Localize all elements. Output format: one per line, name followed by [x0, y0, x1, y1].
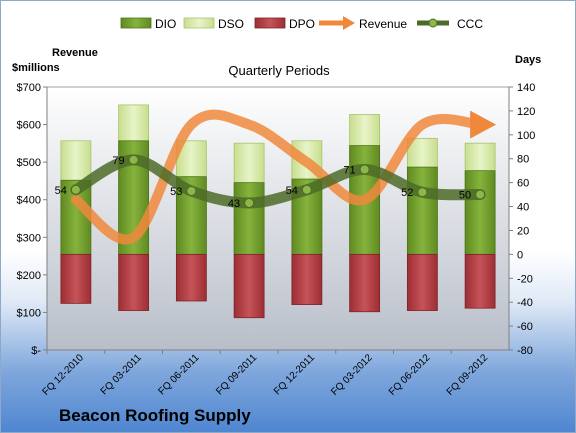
ccc-data-label: 43: [228, 198, 240, 210]
ccc-data-label: 52: [401, 187, 413, 199]
x-tick-label: FQ 03-2011: [99, 352, 144, 397]
dpo-bar: [233, 253, 265, 319]
chart-title: Quarterly Periods: [228, 63, 330, 78]
ccc-point: [70, 184, 81, 195]
left-tick-label: $400: [17, 195, 41, 207]
dpo-bar: [349, 253, 381, 313]
legend-item: DPO: [254, 17, 315, 31]
legend-swatch-dso: [183, 17, 215, 29]
left-tick-label: $300: [17, 232, 41, 244]
legend-item: CCC: [417, 17, 483, 31]
legend-item: DSO: [183, 17, 244, 31]
dpo-bar: [175, 253, 207, 302]
dpo-bar: [118, 253, 150, 311]
right-axis-label: Days: [515, 54, 541, 66]
ccc-data-label: 54: [55, 185, 67, 197]
ccc-point: [475, 189, 486, 200]
ccc-data-label: 50: [459, 190, 471, 202]
dpo-bar: [60, 253, 92, 304]
ccc-point: [301, 184, 312, 195]
right-tick-label: 40: [517, 202, 529, 214]
revenue-line: [70, 109, 497, 245]
ccc-data-label: 54: [286, 185, 298, 197]
dio-bar: [464, 170, 496, 255]
legend-arrowhead: [343, 16, 355, 30]
legend-marker-ccc: [428, 18, 438, 28]
ccc-point: [244, 197, 255, 208]
left-tick-label: $-: [31, 345, 41, 357]
left-tick-label: $200: [17, 270, 41, 282]
x-tick-label: FQ 12-2010: [40, 352, 86, 398]
ccc-data-label: 53: [170, 186, 182, 198]
right-tick-label: 100: [517, 130, 535, 142]
dio-bar: [406, 166, 438, 255]
x-tick-label: FQ 12-2011: [272, 352, 317, 397]
right-tick-label: 120: [517, 106, 535, 118]
ccc-point: [417, 187, 428, 198]
legend-label: Revenue: [359, 17, 407, 31]
lines-layer: 54 79 53 43 54 71 52 50: [55, 109, 497, 245]
right-tick-label: -20: [517, 273, 533, 285]
left-tick-label: $700: [17, 82, 41, 94]
x-tick-label: FQ 06-2011: [157, 352, 202, 397]
dio-bar: [233, 182, 265, 255]
left-axis-label-line2: $millions: [12, 62, 60, 74]
right-tick-label: 60: [517, 178, 529, 190]
right-tick-label: -60: [517, 321, 533, 333]
plot-area: [46, 86, 510, 351]
ccc-point: [128, 154, 139, 165]
x-tick-label: FQ 06-2012: [387, 352, 433, 398]
right-tick-label: 0: [517, 249, 523, 261]
legend-swatch-dpo: [254, 17, 286, 29]
company-name: Beacon Roofing Supply: [59, 406, 251, 425]
ccc-data-label: 79: [112, 155, 124, 167]
left-tick-label: $600: [17, 120, 41, 132]
x-tick-label: FQ 09-2012: [445, 352, 491, 398]
x-tick-label: FQ 03-2012: [329, 352, 375, 398]
left-tick-label: $100: [17, 307, 41, 319]
right-tick-label: -40: [517, 297, 533, 309]
legend-label: CCC: [457, 17, 483, 31]
legend-swatch-dio: [120, 17, 152, 29]
ccc-point: [186, 186, 197, 197]
dpo-bar: [464, 253, 496, 309]
legend-label: DSO: [218, 17, 244, 31]
legend: DIO DSO DPO Revenue CCC: [120, 16, 483, 31]
legend-label: DIO: [155, 17, 176, 31]
left-tick-label: $500: [17, 157, 41, 169]
left-axis-label-line1: Revenue: [52, 47, 98, 59]
x-tick-label: FQ 09-2011: [214, 352, 259, 397]
right-tick-label: 140: [517, 82, 535, 94]
legend-item: Revenue: [319, 16, 407, 31]
right-tick-label: 20: [517, 225, 529, 237]
legend-label: DPO: [289, 17, 315, 31]
ccc-point: [359, 164, 370, 175]
right-tick-label: -80: [517, 345, 533, 357]
dpo-bar: [291, 253, 323, 305]
right-tick-label: 80: [517, 154, 529, 166]
dpo-bar: [406, 253, 438, 311]
legend-item: DIO: [120, 17, 176, 31]
ccc-data-label: 71: [343, 164, 355, 176]
